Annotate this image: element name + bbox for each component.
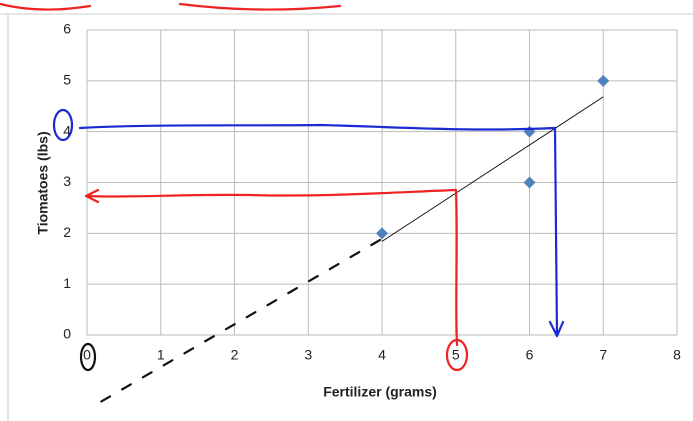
y-tick-label: 0 <box>63 326 71 342</box>
red-circle <box>445 338 469 372</box>
point <box>523 176 536 189</box>
y-tick-label: 1 <box>63 275 71 291</box>
y-tick-label: 4 <box>63 122 71 138</box>
marks <box>376 74 610 242</box>
x-axis-label: Fertilizer (grams) <box>323 384 437 400</box>
blue-circle <box>52 108 74 142</box>
y-tick-label: 5 <box>63 72 71 88</box>
blue-annotation <box>78 123 565 338</box>
dashed-extension <box>88 238 382 410</box>
y-tick-label: 3 <box>63 173 71 189</box>
x-tick-label: 7 <box>599 347 607 363</box>
point <box>376 227 388 240</box>
x-tick-label: 0 <box>83 347 91 363</box>
y-tick-label: 2 <box>63 224 71 240</box>
trendline <box>381 96 604 242</box>
x-tick-label: 6 <box>526 347 534 363</box>
x-tick-label: 5 <box>452 347 460 363</box>
x-tick-label: 1 <box>157 347 165 363</box>
black-circle <box>79 342 97 372</box>
x-tick-label: 3 <box>304 347 312 363</box>
top-scribble <box>0 2 342 11</box>
red-annotation <box>84 188 459 347</box>
x-tick-label: 4 <box>378 347 386 363</box>
y-tick-label: 6 <box>63 21 71 37</box>
x-tick-label: 8 <box>673 347 681 363</box>
x-tick-label: 2 <box>231 347 239 363</box>
y-axis-label: Tiomatoes (lbs) <box>35 131 51 234</box>
point <box>597 74 610 87</box>
